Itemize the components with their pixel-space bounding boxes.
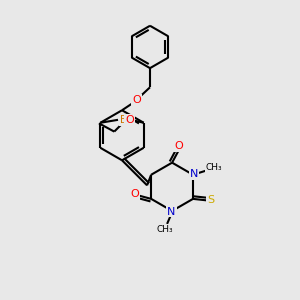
Text: O: O: [125, 116, 134, 125]
Text: CH₃: CH₃: [206, 163, 223, 172]
Text: S: S: [207, 195, 214, 205]
Text: O: O: [132, 94, 141, 105]
Text: O: O: [174, 142, 183, 152]
Text: CH₃: CH₃: [156, 225, 173, 234]
Text: N: N: [189, 169, 198, 179]
Text: N: N: [167, 206, 176, 217]
Text: O: O: [130, 190, 140, 200]
Text: Br: Br: [120, 115, 131, 125]
